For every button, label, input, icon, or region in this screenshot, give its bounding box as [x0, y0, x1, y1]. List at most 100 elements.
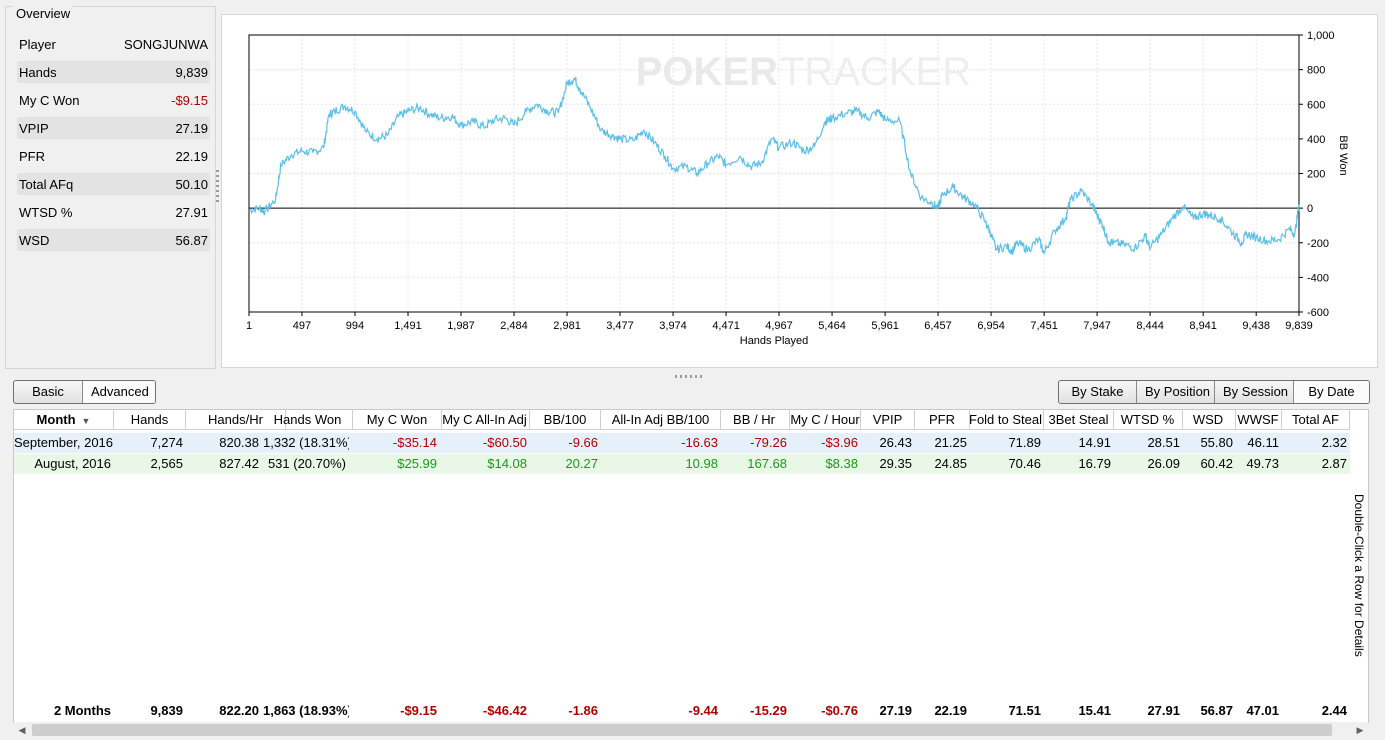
- table-cell: 16.79: [1078, 456, 1111, 471]
- column-header[interactable]: Hands: [114, 410, 186, 430]
- total-cell: 56.87: [1200, 703, 1233, 718]
- by-stake-button[interactable]: By Stake: [1059, 381, 1137, 403]
- total-cell: -15.29: [750, 703, 787, 718]
- vertical-splitter-grip[interactable]: [216, 170, 219, 204]
- scroll-left-icon[interactable]: ◀: [18, 725, 26, 735]
- overview-value: 56.87: [175, 232, 208, 248]
- column-header[interactable]: Total AF: [1282, 410, 1350, 430]
- column-header[interactable]: WTSD %: [1113, 410, 1183, 430]
- total-cell: -1.86: [568, 703, 598, 718]
- advanced-button[interactable]: Advanced: [83, 381, 155, 403]
- column-header[interactable]: Fold to Steal: [968, 410, 1044, 430]
- total-cell: -$46.42: [482, 703, 527, 718]
- x-tick-label: 9,839: [1285, 320, 1313, 332]
- column-header[interactable]: My C Won: [353, 410, 442, 430]
- y-tick-label: 600: [1307, 99, 1325, 111]
- overview-label: Hands: [19, 64, 57, 80]
- column-header[interactable]: BB / Hr: [719, 410, 790, 430]
- table-cell: 14.91: [1078, 435, 1111, 450]
- table-cell: -$60.50: [482, 435, 527, 450]
- table-cell: August, 2016: [34, 456, 111, 471]
- x-tick-label: 1,491: [394, 320, 422, 332]
- overview-row: PFR 22.19: [17, 145, 210, 167]
- total-cell: 71.51: [1008, 703, 1041, 718]
- total-cell: -$0.76: [821, 703, 858, 718]
- total-cell: 822.20: [219, 703, 259, 718]
- by-position-button[interactable]: By Position: [1137, 381, 1215, 403]
- row-details-hint: Double-Click a Row for Details: [1352, 494, 1366, 657]
- stats-table: Month ▼ Hands Hands/Hr Hands Won My C Won My C…: [13, 409, 1369, 723]
- total-cell: 27.19: [879, 703, 912, 718]
- overview-value: -$9.15: [171, 92, 208, 108]
- table-cell: 26.43: [879, 435, 912, 450]
- y-tick-label: -600: [1307, 307, 1329, 319]
- y-tick-label: 800: [1307, 65, 1325, 77]
- table-cell: 827.42: [219, 456, 259, 471]
- x-tick-label: 5,961: [871, 320, 899, 332]
- table-row[interactable]: August, 2016 2,565 827.42 531 (20.70%) $25.9…: [14, 454, 1350, 474]
- table-cell: 29.35: [879, 456, 912, 471]
- column-header[interactable]: Hands/Hr: [186, 410, 286, 430]
- sort-desc-icon: ▼: [81, 416, 91, 426]
- table-cell: $8.38: [825, 456, 858, 471]
- column-header[interactable]: 3Bet Steal: [1044, 410, 1114, 430]
- total-cell: 47.01: [1246, 703, 1279, 718]
- table-cell: -79.26: [750, 435, 787, 450]
- table-cell: 2,565: [150, 456, 183, 471]
- table-total-row: 2 Months 9,839 822.20 1,863 (18.93%) -$9.15 -…: [14, 701, 1350, 721]
- table-cell: 24.85: [934, 456, 967, 471]
- table-cell: 49.73: [1246, 456, 1279, 471]
- x-tick-label: 3,477: [606, 320, 634, 332]
- table-cell: September, 2016: [14, 435, 114, 450]
- table-cell: -$3.96: [821, 435, 858, 450]
- overview-row: Hands 9,839: [17, 61, 210, 83]
- x-tick-label: 497: [293, 320, 311, 332]
- table-cell: 10.98: [685, 456, 718, 471]
- winnings-graph-panel: POKER TRACKER 1 497 994 1,491 1,987 2,484 2,981 3…: [221, 14, 1378, 368]
- x-tick-label: 7,451: [1030, 320, 1058, 332]
- y-tick-label: -200: [1307, 238, 1329, 250]
- table-cell: 531 (20.70%): [267, 456, 346, 471]
- table-row[interactable]: September, 2016 7,274 820.38 1,332 (18.31%)…: [14, 433, 1350, 453]
- by-session-button[interactable]: By Session: [1215, 381, 1294, 403]
- overview-row: WTSD % 27.91: [17, 201, 210, 223]
- table-cell: 167.68: [747, 456, 787, 471]
- column-header[interactable]: Month ▼: [14, 410, 114, 430]
- column-header[interactable]: BB/100: [530, 410, 601, 430]
- column-header[interactable]: WWSF: [1235, 410, 1282, 430]
- horizontal-splitter-grip[interactable]: [675, 375, 705, 378]
- x-tick-label: 8,444: [1136, 320, 1164, 332]
- column-header[interactable]: WSD: [1181, 410, 1236, 430]
- table-cell: 70.46: [1008, 456, 1041, 471]
- x-tick-label: 9,438: [1242, 320, 1270, 332]
- table-cell: -16.63: [681, 435, 718, 450]
- column-header[interactable]: My C All-In Adj: [440, 410, 530, 430]
- scrollbar-thumb[interactable]: [32, 724, 1332, 736]
- by-date-button[interactable]: By Date: [1294, 381, 1369, 403]
- y-tick-label: 0: [1307, 203, 1313, 215]
- x-tick-label: 6,457: [924, 320, 952, 332]
- column-header[interactable]: VPIP: [861, 410, 915, 430]
- basic-button[interactable]: Basic: [14, 381, 83, 403]
- column-header[interactable]: PFR: [915, 410, 970, 430]
- view-toggle: Basic Advanced: [13, 380, 156, 404]
- scroll-right-icon[interactable]: ▶: [1356, 725, 1364, 735]
- table-cell: $14.08: [487, 456, 527, 471]
- column-header[interactable]: My C / Hour: [790, 410, 861, 430]
- table-cell: 2.32: [1321, 435, 1347, 450]
- y-tick-label: 200: [1307, 169, 1325, 181]
- x-tick-label: 1: [246, 320, 252, 332]
- total-cell: 2 Months: [53, 703, 111, 718]
- total-cell: -$9.15: [400, 703, 437, 718]
- table-cell: 28.51: [1147, 435, 1180, 450]
- column-header[interactable]: All-In Adj BB/100: [601, 410, 721, 430]
- horizontal-scrollbar[interactable]: ◀ ▶: [14, 722, 1368, 738]
- table-cell: 46.11: [1247, 435, 1279, 450]
- bb-won-line: [248, 76, 1300, 255]
- overview-row: VPIP 27.19: [17, 117, 210, 139]
- column-header[interactable]: Hands Won: [263, 410, 353, 430]
- overview-value: 50.10: [175, 176, 208, 192]
- table-cell: 55.80: [1200, 435, 1233, 450]
- total-cell: 9,839: [150, 703, 183, 718]
- overview-label: PFR: [19, 148, 45, 164]
